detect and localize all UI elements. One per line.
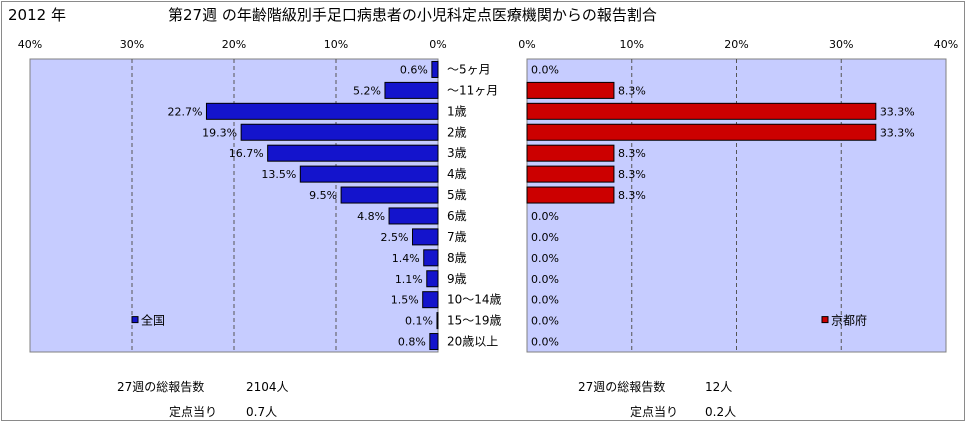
category-label: 9歳 (447, 272, 467, 286)
kyoto-bar (526, 123, 877, 141)
kyoto-data-label: 8.3% (618, 189, 646, 202)
category-label: 15～19歳 (447, 314, 502, 328)
national-data-label: 9.5% (309, 189, 337, 202)
year-label: 2012 年 (8, 6, 66, 24)
kyoto-data-label: 0.0% (531, 336, 559, 349)
national-bar (240, 123, 439, 141)
category-label: ～11ヶ月 (447, 83, 498, 97)
national-bar (340, 186, 439, 204)
kyoto-x-tick-label: 0% (518, 38, 535, 51)
kyoto-data-label: 8.3% (618, 147, 646, 160)
national-bar (384, 81, 439, 99)
national-data-label: 1.5% (391, 294, 419, 307)
category-label: 5歳 (447, 188, 467, 202)
national-per-value: 0.7人 (246, 405, 278, 419)
category-label: 7歳 (447, 230, 467, 244)
category-label: 6歳 (447, 209, 467, 223)
chart-title: 第27週 の年齢階級別手足口病患者の小児科定点医療機関からの報告割合 (168, 6, 657, 24)
national-bar (267, 144, 439, 162)
national-data-label: 5.2% (353, 84, 381, 97)
national-data-label: 2.5% (381, 231, 409, 244)
kyoto-data-label: 0.0% (531, 231, 559, 244)
national-data-label: 1.4% (392, 252, 420, 265)
kyoto-bar (526, 165, 615, 183)
kyoto-bar (526, 81, 615, 99)
national-data-label: 4.8% (357, 210, 385, 223)
kyoto-data-label: 8.3% (618, 84, 646, 97)
kyoto-legend-label: 京都府 (831, 313, 867, 328)
national-data-label: 16.7% (229, 147, 264, 160)
national-x-tick-label: 0% (429, 38, 446, 51)
kyoto-data-label: 33.3% (880, 105, 915, 118)
national-bar (429, 333, 439, 351)
category-label: 3歳 (447, 146, 467, 160)
category-label: 20歳以上 (447, 335, 498, 349)
national-bar (422, 291, 439, 309)
national-x-tick-label: 10% (324, 38, 348, 51)
kyoto-x-tick-label: 30% (829, 38, 853, 51)
national-legend-swatch (131, 316, 139, 324)
kyoto-legend-swatch (821, 316, 829, 324)
category-label: 2歳 (447, 125, 467, 139)
national-data-label: 19.3% (202, 126, 237, 139)
kyoto-data-label: 8.3% (618, 168, 646, 181)
national-data-label: 0.1% (405, 315, 433, 328)
kyoto-total-value: 12人 (705, 380, 733, 394)
kyoto-bar (526, 102, 877, 120)
kyoto-data-label: 33.3% (880, 126, 915, 139)
kyoto-data-label: 0.0% (531, 252, 559, 265)
kyoto-data-label: 0.0% (531, 63, 559, 76)
kyoto-data-label: 0.0% (531, 315, 559, 328)
kyoto-bar (526, 144, 615, 162)
kyoto-x-tick-label: 40% (934, 38, 958, 51)
national-bar (412, 228, 439, 246)
national-bar (431, 60, 439, 78)
national-data-label: 0.6% (400, 63, 428, 76)
kyoto-x-tick-label: 10% (620, 38, 644, 51)
national-per-label: 定点当り (169, 405, 218, 419)
national-bar (426, 270, 439, 288)
national-x-tick-label: 40% (18, 38, 42, 51)
category-label: 8歳 (447, 251, 467, 265)
kyoto-data-label: 0.0% (531, 273, 559, 286)
kyoto-bar (526, 186, 615, 204)
kyoto-data-label: 0.0% (531, 210, 559, 223)
national-bar (205, 102, 439, 120)
kyoto-total-label: 27週の総報告数 (578, 380, 666, 394)
national-data-label: 1.1% (395, 273, 423, 286)
kyoto-data-label: 0.0% (531, 294, 559, 307)
national-total-label: 27週の総報告数 (117, 380, 205, 394)
category-label: ～5ヶ月 (447, 62, 491, 76)
national-bar (423, 249, 439, 267)
national-bar (299, 165, 439, 183)
national-legend-label: 全国 (141, 313, 165, 328)
kyoto-x-tick-label: 20% (724, 38, 748, 51)
category-label: 10～14歳 (447, 293, 502, 307)
national-total-value: 2104人 (246, 380, 289, 394)
national-x-tick-label: 30% (120, 38, 144, 51)
kyoto-per-value: 0.2人 (705, 405, 737, 419)
national-data-label: 13.5% (261, 168, 296, 181)
national-data-label: 0.8% (398, 336, 426, 349)
national-bar (388, 207, 439, 225)
kyoto-per-label: 定点当り (630, 405, 679, 419)
category-label: 1歳 (447, 104, 467, 118)
national-x-tick-label: 20% (222, 38, 246, 51)
national-data-label: 22.7% (168, 105, 203, 118)
category-label: 4歳 (447, 167, 467, 181)
national-bar (436, 312, 439, 330)
